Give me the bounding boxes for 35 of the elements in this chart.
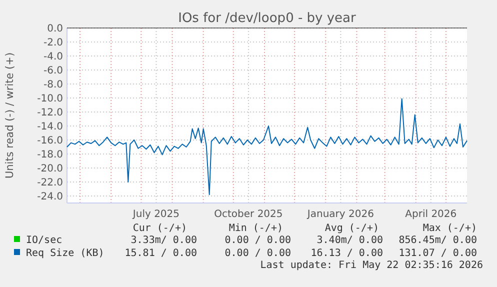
- y-tick-label: -4.0: [43, 52, 63, 62]
- text: 3.40m/ 0.00: [316, 235, 383, 246]
- text: 856.45m/ 0.00: [398, 235, 477, 246]
- x-tick-label: October 2025: [214, 209, 283, 220]
- text: Cur (-/+): [132, 223, 187, 234]
- y-tick-label: -12.0: [37, 108, 63, 118]
- y-tick-label: -20.0: [37, 164, 63, 174]
- x-tick-label: January 2026: [306, 209, 374, 220]
- y-axis-title: Units read (-) / write (+): [4, 52, 16, 179]
- y-tick-label: -14.0: [37, 122, 63, 132]
- text: 15.81 / 0.00: [124, 248, 197, 259]
- y-tick-label: -6.0: [43, 66, 63, 76]
- x-tick-label: April 2026: [405, 209, 457, 220]
- y-tick-label: -24.0: [37, 192, 63, 202]
- legend-label: Req Size (KB): [26, 248, 104, 259]
- text: 0.00 / 0.00: [224, 235, 291, 246]
- y-tick-label: -18.0: [37, 150, 63, 160]
- y-tick-label: -16.0: [37, 136, 63, 146]
- legend-label: IO/sec: [26, 235, 62, 246]
- text: 3.33m/ 0.00: [130, 235, 197, 246]
- text: Avg (-/+): [324, 223, 379, 234]
- y-tick-label: -8.0: [43, 80, 63, 90]
- line-series: [66, 98, 468, 196]
- y-tick-label: 0.0: [47, 24, 63, 34]
- text: 16.13 / 0.00: [310, 248, 383, 259]
- text: 131.07 / 0.00: [398, 248, 477, 259]
- text: Max (-/+): [422, 223, 477, 234]
- text: 0.00 / 0.00: [224, 248, 291, 259]
- text: Min (-/+): [228, 223, 283, 234]
- y-tick-label: -22.0: [37, 178, 63, 188]
- y-tick-label: -10.0: [37, 94, 63, 104]
- y-tick-label: -2.0: [43, 38, 63, 48]
- chart-title: IOs for /dev/loop0 - by year: [178, 11, 357, 26]
- x-tick-label: July 2025: [132, 209, 180, 220]
- text: Last update: Fri May 22 02:35:16 2026: [260, 260, 483, 271]
